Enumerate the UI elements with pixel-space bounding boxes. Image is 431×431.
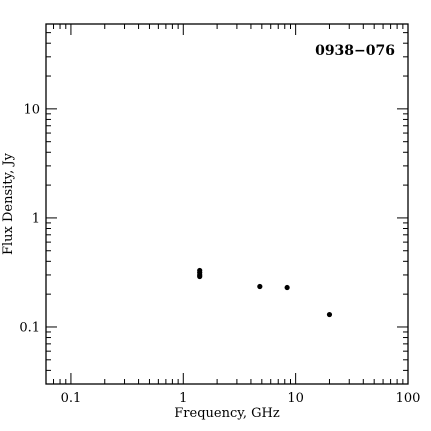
chart-title: 0938−076	[315, 43, 395, 59]
y-tick-label: 10	[23, 102, 40, 117]
x-tick-labels: 0.1 1 10 100	[61, 391, 421, 406]
y-tick-label: 1	[32, 211, 40, 226]
x-tick-label: 100	[396, 391, 421, 406]
data-point	[284, 284, 290, 291]
x-tick-label: 0.1	[61, 391, 82, 406]
data-point	[197, 273, 203, 280]
data-point	[257, 283, 263, 290]
plot-frame	[45, 23, 409, 385]
data-points	[197, 267, 333, 318]
x-axis-label: Frequency, GHz	[174, 406, 280, 421]
axis-ticks	[45, 23, 409, 385]
y-tick-label: 0.1	[19, 320, 40, 335]
data-point	[326, 311, 333, 318]
y-axis-label: Flux Density, Jy	[1, 152, 16, 255]
x-tick-label: 1	[179, 391, 187, 406]
y-tick-labels: 0.1 1 10	[19, 102, 40, 335]
x-tick-label: 10	[287, 391, 304, 406]
